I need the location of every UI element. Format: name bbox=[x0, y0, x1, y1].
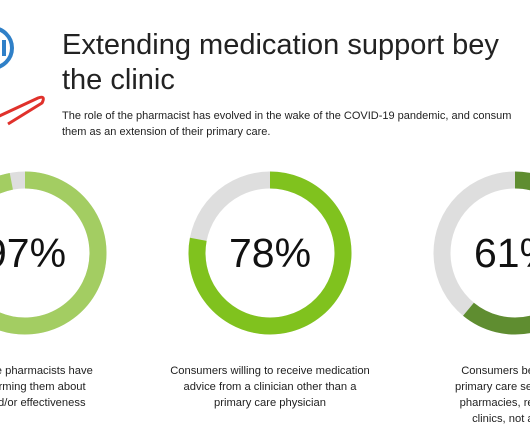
caption-line: Consumers willing to receive medication bbox=[170, 365, 370, 377]
donut-arc bbox=[0, 171, 107, 335]
percent-label: 97% bbox=[0, 230, 66, 276]
title-line: the clinic bbox=[62, 64, 175, 96]
caption-line: o believe pharmacists have bbox=[0, 365, 93, 377]
donut-arc bbox=[463, 171, 530, 335]
logo-ring bbox=[0, 27, 14, 69]
caption-line: primary care services wi bbox=[455, 381, 530, 393]
caption-line: pharmacies, retail clini bbox=[460, 397, 530, 409]
percent-label: 78% bbox=[229, 230, 311, 276]
caption-line: clinics, not at doc bbox=[472, 413, 530, 425]
caption-line: primary care physician bbox=[214, 397, 326, 409]
caption-line: fety and/or effectiveness bbox=[0, 397, 86, 409]
caption-line: advice from a clinician other than a bbox=[184, 381, 358, 393]
subtitle-line: The role of the pharmacist has evolved i… bbox=[62, 110, 511, 122]
caption-line: for informing them about bbox=[0, 381, 87, 393]
percent-label: 61% bbox=[474, 230, 530, 276]
title-line: Extending medication support bey bbox=[62, 29, 499, 61]
donut-arc bbox=[188, 171, 352, 335]
subtitle-line: them as an extension of their primary ca… bbox=[62, 126, 270, 138]
logo-mark bbox=[2, 40, 6, 56]
logo-swoosh bbox=[0, 95, 45, 126]
caption-line: Consumers believe in bbox=[461, 365, 530, 377]
donuts: 97% o believe pharmacists have for informi… bbox=[0, 171, 530, 425]
